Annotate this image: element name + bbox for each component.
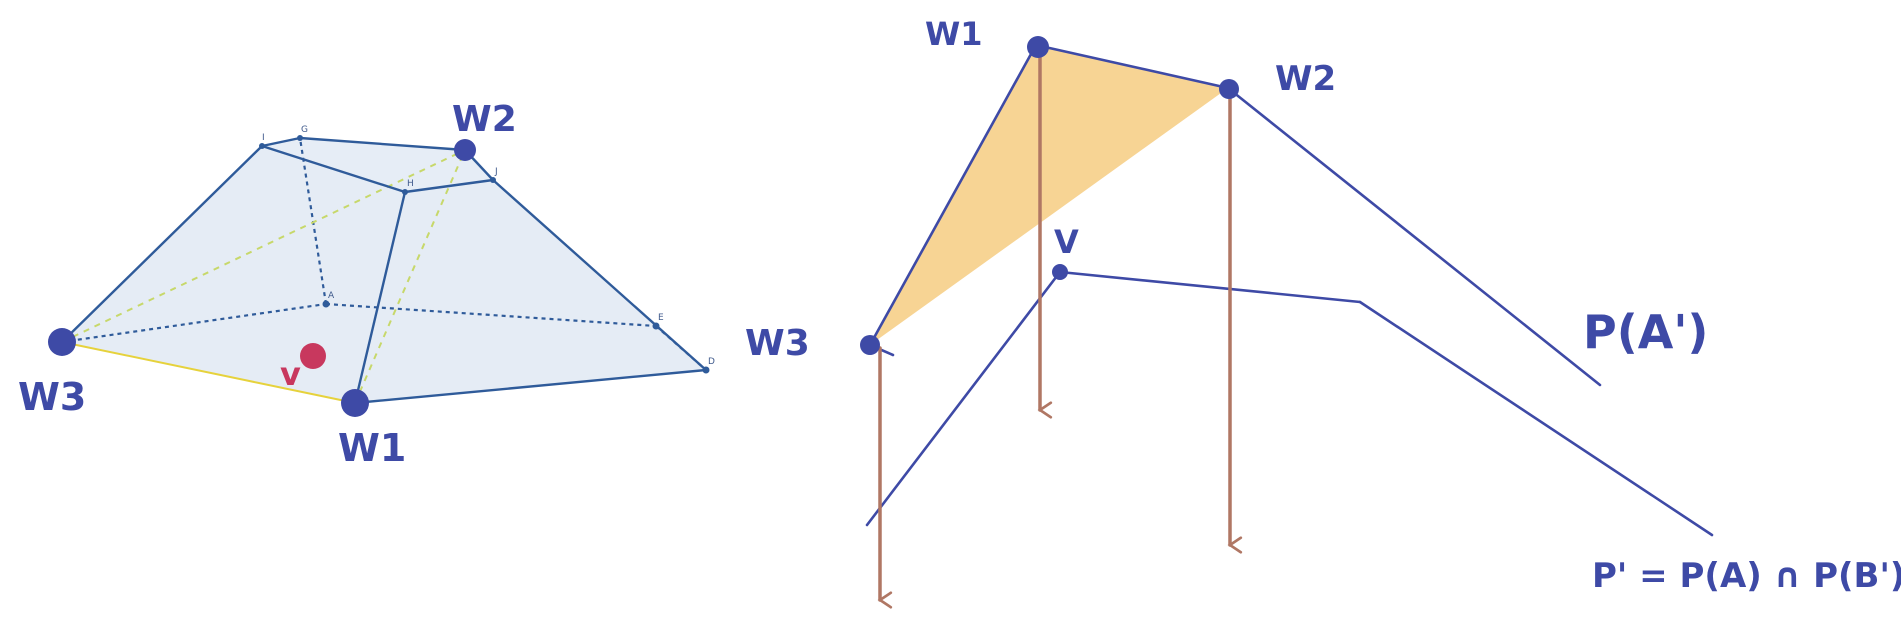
label-w1-right: W1 [925, 15, 983, 53]
label-w2-left: W2 [452, 99, 517, 140]
highlight-triangle [870, 45, 1228, 345]
projection-arrows [877, 46, 1243, 609]
label-v-right: V [1054, 223, 1079, 261]
letter-g: G [301, 125, 308, 135]
vertex-j [490, 177, 496, 183]
polyhedron-body [62, 146, 706, 403]
point-w1-left [341, 389, 369, 417]
green-dashed-edges [61, 149, 466, 404]
small-vertices [259, 135, 710, 374]
left-polyhedron: I G H J A E D W3 W1 W2 v [18, 99, 715, 470]
letter-h: H [407, 179, 414, 189]
label-pp: P' = P(A) ∩ P(B') [1592, 556, 1901, 596]
letter-j: J [494, 167, 498, 177]
point-v-left [300, 343, 326, 369]
label-w2-right: W2 [1275, 59, 1336, 99]
point-w3-left [48, 328, 76, 356]
vertex-i [259, 143, 265, 149]
label-pa: P(A') [1583, 305, 1708, 359]
point-v-right [1052, 264, 1068, 280]
point-w2-left [454, 139, 476, 161]
vertex-g [297, 135, 303, 141]
label-w3-right: W3 [745, 323, 810, 364]
label-v-left: v [280, 355, 301, 393]
polyhedron-top-face [262, 138, 493, 192]
point-w1-right [1027, 36, 1049, 58]
vertex-h [402, 189, 408, 195]
label-w3-left: W3 [18, 375, 86, 419]
label-w1-left: W1 [338, 426, 406, 470]
vertex-a [322, 300, 330, 308]
letter-e: E [658, 313, 664, 323]
point-w2-right [1219, 79, 1239, 99]
vertex-e [652, 322, 660, 330]
right-figure: W1 W2 W3 V P(A') P' = P(A) ∩ P(B') [745, 15, 1901, 609]
vertex-d [702, 366, 710, 374]
letter-d: D [708, 357, 715, 367]
yellow-edge [61, 341, 356, 404]
plane-lines [865, 43, 1714, 537]
letter-i: I [262, 133, 265, 143]
point-w3-right [860, 335, 880, 355]
letter-a: A [328, 291, 335, 301]
